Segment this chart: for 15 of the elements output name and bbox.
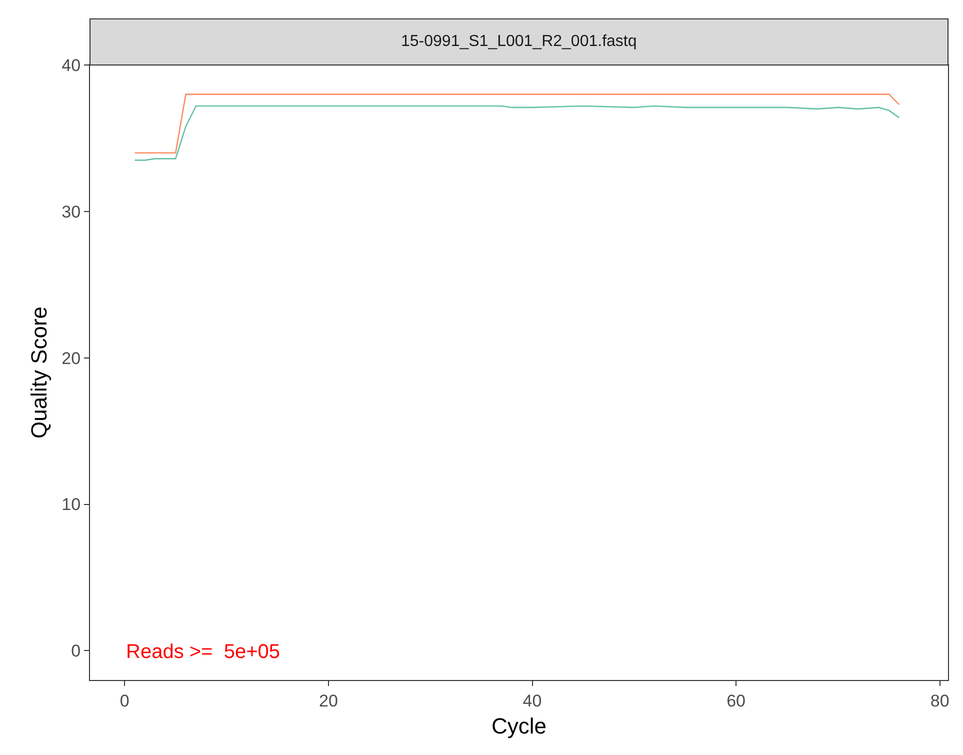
x-tick-label: 80 [930, 691, 950, 710]
annotation: Reads >= 5e+05 [126, 641, 280, 663]
y-axis-title: Quality Score [26, 306, 52, 439]
line-series [134, 105, 900, 161]
y-tick-label: 0 [71, 642, 81, 661]
y-tick-label: 10 [62, 495, 81, 514]
y-tick-label: 20 [62, 348, 81, 368]
x-tick-label: 20 [318, 691, 338, 710]
x-axis-title: Cycle [491, 713, 547, 738]
x-tick-label: 40 [522, 691, 542, 710]
y-tick-label: 40 [62, 56, 81, 75]
x-tick-label: 0 [120, 691, 130, 710]
x-tick-label: 60 [726, 691, 746, 710]
chart-title: 15-0991_S1_L001_R2_001.fastq [401, 33, 637, 50]
y-tick-label: 30 [62, 202, 81, 222]
